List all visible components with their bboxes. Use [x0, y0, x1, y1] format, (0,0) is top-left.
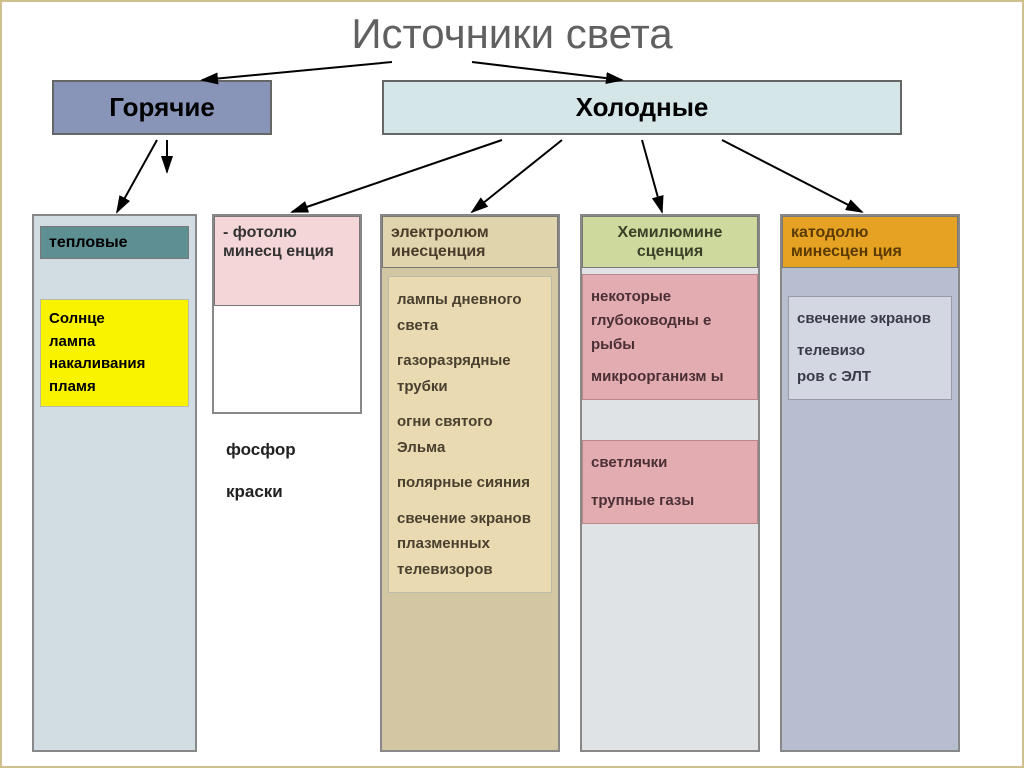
thermal-items: Солнце лампа накаливания пламя [40, 299, 189, 407]
header-cathode: катодолю минесцен ция [782, 216, 958, 268]
column-thermal: тепловые Солнце лампа накаливания пламя [32, 214, 197, 752]
list-item: огни святого Эльма [397, 409, 543, 460]
list-item: свечение экранов плазменных телевизоров [397, 506, 543, 583]
list-item: Солнце [49, 308, 180, 331]
list-item: полярные сияния [397, 470, 543, 496]
column-photo: - фотолю минесц енция [212, 214, 362, 414]
list-item: краски [212, 464, 362, 506]
page-title: Источники света [2, 2, 1022, 58]
chemi-block1: некоторые глубоководны е рыбы микроорган… [582, 274, 758, 400]
branch-cold: Холодные [382, 80, 902, 135]
column-chemi: Хемилюмине сценция некоторые глубоководн… [580, 214, 760, 752]
column-electro: электролюм инесценция лампы дневного све… [380, 214, 560, 752]
list-item: ров с ЭЛТ [797, 365, 943, 389]
branch-hot: Горячие [52, 80, 272, 135]
header-photo: - фотолю минесц енция [214, 216, 360, 306]
list-item: некоторые глубоководны е рыбы [591, 285, 749, 357]
header-electro: электролюм инесценция [382, 216, 558, 268]
list-item: свечение экранов [797, 307, 943, 331]
header-thermal: тепловые [40, 226, 189, 259]
cathode-items: свечение экранов телевизо ров с ЭЛТ [788, 296, 952, 400]
column-cathode: катодолю минесцен ция свечение экранов т… [780, 214, 960, 752]
chemi-block2: светлячки трупные газы [582, 440, 758, 524]
electro-items: лампы дневного света газоразрядные трубк… [388, 276, 552, 593]
list-item: пламя [49, 376, 180, 399]
list-item: светлячки [591, 451, 749, 475]
header-chemi: Хемилюмине сценция [582, 216, 758, 268]
list-item: телевизо [797, 339, 943, 363]
list-item: лампа накаливания [49, 331, 180, 376]
list-item: фосфор [212, 422, 362, 464]
list-item: лампы дневного света [397, 287, 543, 338]
photo-items: фосфор краски [212, 422, 362, 506]
list-item: газоразрядные трубки [397, 348, 543, 399]
list-item: трупные газы [591, 489, 749, 513]
list-item: микроорганизм ы [591, 365, 749, 389]
